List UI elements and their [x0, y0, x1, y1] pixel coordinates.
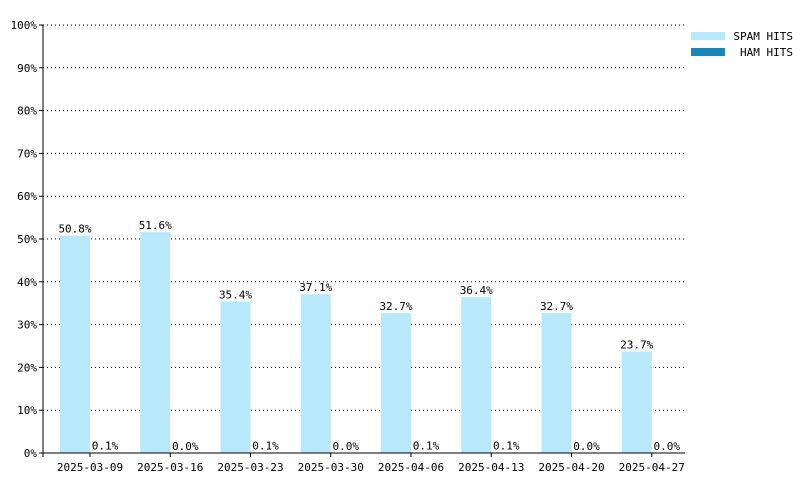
y-tick-label: 20% [17, 361, 37, 374]
ham-value-label: 0.0% [573, 440, 600, 453]
spam-value-label: 51.6% [139, 219, 172, 232]
spam-bar [381, 313, 411, 453]
spam-value-label: 37.1% [299, 281, 332, 294]
legend-label: HAM HITS [740, 46, 793, 59]
y-tick-label: 90% [17, 62, 37, 75]
ham-value-label: 0.0% [172, 440, 199, 453]
y-tick-label: 30% [17, 319, 37, 332]
y-tick-label: 60% [17, 190, 37, 203]
spam-bar [60, 236, 90, 453]
spam-bar [461, 297, 491, 453]
ham-value-label: 0.1% [493, 440, 520, 453]
x-category-label: 2025-04-06 [378, 461, 444, 474]
spam-value-label: 23.7% [620, 339, 653, 352]
labels: 0% 10% 20% 30% 40% 50% 60% 70% 80% 90% 100% 50.8% 0.… [11, 19, 685, 474]
ham-value-label: 0.0% [654, 440, 681, 453]
y-tick-label: 100% [11, 19, 38, 32]
spam-value-label: 32.7% [540, 300, 573, 313]
spam-bar [221, 301, 251, 453]
x-category-label: 2025-03-09 [57, 461, 123, 474]
legend-swatch [691, 48, 725, 56]
spam-bar [140, 232, 170, 453]
ham-value-label: 0.1% [252, 440, 279, 453]
y-tick-label: 50% [17, 233, 37, 246]
ham-value-label: 0.0% [333, 440, 360, 453]
ham-value-label: 0.1% [413, 440, 440, 453]
y-tick-label: 0% [24, 447, 38, 460]
x-category-label: 2025-04-13 [458, 461, 524, 474]
x-category-label: 2025-04-27 [619, 461, 685, 474]
legend-label: SPAM HITS [733, 30, 793, 43]
x-category-label: 2025-04-20 [538, 461, 604, 474]
spam-value-label: 35.4% [219, 288, 252, 301]
y-tick-label: 80% [17, 105, 37, 118]
legend-swatch [691, 32, 725, 40]
axes [39, 25, 685, 457]
x-category-label: 2025-03-23 [217, 461, 283, 474]
spam-value-label: 36.4% [460, 284, 493, 297]
y-tick-label: 10% [17, 404, 37, 417]
spam-value-label: 32.7% [379, 300, 412, 313]
spam-bar [622, 352, 652, 453]
spam-value-label: 50.8% [58, 223, 91, 236]
y-tick-label: 70% [17, 147, 37, 160]
x-category-label: 2025-03-30 [298, 461, 364, 474]
spam-bar [301, 294, 331, 453]
y-tick-label: 40% [17, 276, 37, 289]
spam-bar [542, 313, 572, 453]
x-category-label: 2025-03-16 [137, 461, 203, 474]
gridlines [43, 25, 685, 410]
bars [60, 232, 652, 453]
ham-value-label: 0.1% [92, 440, 119, 453]
legend: SPAM HITS HAM HITS [691, 30, 793, 59]
